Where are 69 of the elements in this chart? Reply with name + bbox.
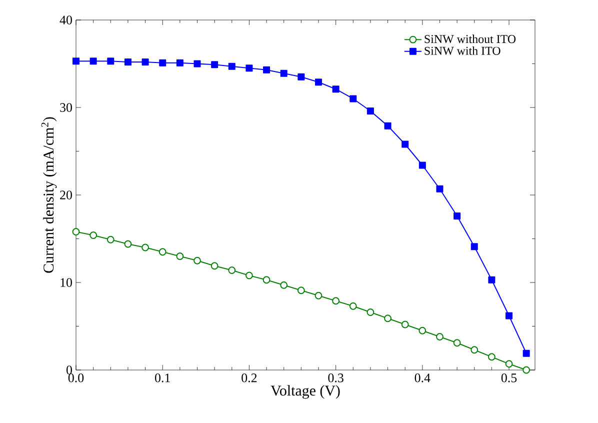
point [246, 64, 253, 72]
point [297, 286, 305, 294]
legend-label: SiNW with ITO [424, 46, 500, 55]
y-tick-label: 10 [60, 278, 72, 287]
x-tick-label: 0.2 [242, 374, 257, 382]
point [263, 66, 270, 74]
x-tick-label: 0.4 [414, 374, 430, 382]
point [418, 162, 426, 169]
point [402, 140, 409, 148]
point [384, 314, 392, 322]
point [142, 58, 149, 66]
point [522, 350, 530, 357]
point [106, 236, 114, 244]
point [350, 95, 357, 102]
point [454, 212, 461, 220]
point [436, 185, 444, 192]
y-axis-title: Current density (mA/cm$^{2}$) [41, 117, 57, 273]
y-tick-label: 30 [60, 103, 72, 112]
point [488, 353, 496, 361]
point [194, 256, 201, 264]
point [176, 59, 184, 66]
point [228, 62, 236, 70]
point [210, 262, 218, 270]
point [159, 59, 166, 66]
point [228, 266, 236, 274]
point [332, 86, 340, 93]
x-tick-label: 0.0 [68, 374, 84, 382]
point [366, 107, 374, 114]
point [505, 360, 513, 368]
point [366, 308, 374, 316]
point [436, 333, 444, 340]
point [72, 58, 80, 65]
point [401, 320, 409, 328]
point [314, 78, 322, 86]
point [470, 243, 478, 250]
point [90, 58, 97, 65]
point [194, 60, 201, 68]
point [107, 58, 114, 65]
y-tick-label: 20 [60, 190, 72, 200]
point [262, 276, 270, 284]
point [246, 272, 253, 280]
point [90, 232, 98, 239]
point [488, 276, 496, 284]
point [506, 312, 513, 320]
point [314, 292, 322, 300]
x-axis-title: Voltage (V) [270, 385, 340, 399]
point [418, 326, 426, 334]
x-tick-label: 0.3 [328, 374, 344, 382]
point [142, 244, 149, 252]
point [158, 248, 166, 256]
point [124, 240, 132, 248]
point [124, 58, 132, 66]
x-tick-label: 0.5 [501, 374, 517, 382]
point [522, 366, 530, 374]
y-tick-label: 40 [60, 16, 72, 24]
point [280, 281, 288, 289]
y-tick-label: 0 [66, 366, 72, 374]
legend-label: SiNW without ITO [424, 34, 516, 44]
point [211, 61, 218, 68]
point [349, 302, 357, 310]
point [280, 70, 288, 77]
point [298, 73, 305, 80]
point [453, 339, 461, 347]
point [384, 122, 392, 130]
x-tick-label: 0.1 [155, 374, 170, 382]
point [176, 252, 184, 260]
point [332, 297, 340, 305]
point [470, 346, 478, 354]
point [72, 228, 80, 236]
